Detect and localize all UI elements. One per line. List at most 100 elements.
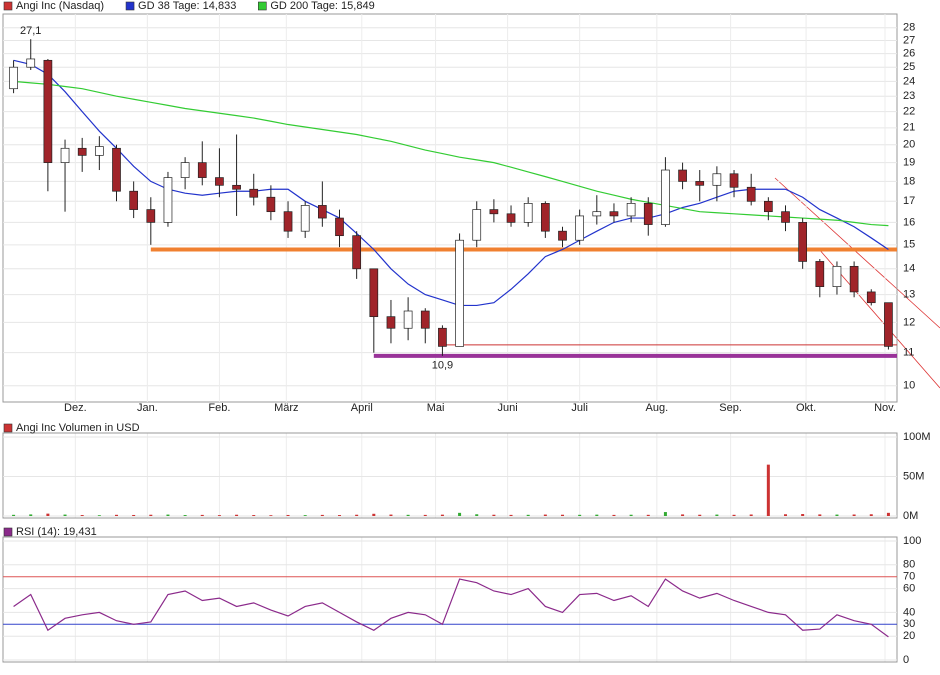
- volume-bar: [886, 512, 890, 516]
- candle-body: [94, 146, 104, 156]
- panel-frame: [2, 536, 898, 663]
- candle-body: [678, 169, 687, 182]
- x-tick-label: Sep.: [719, 402, 742, 414]
- y-tick-label: 0: [903, 654, 909, 666]
- volume-bar: [458, 512, 462, 516]
- legend-swatch: [3, 1, 13, 11]
- candle-body: [472, 209, 482, 241]
- candle-body: [832, 265, 842, 287]
- y-tick-label: 24: [903, 75, 915, 87]
- candle-body: [763, 200, 773, 213]
- legend-swatch: [3, 527, 13, 537]
- candle-body: [884, 302, 893, 347]
- candle-body: [592, 211, 602, 217]
- volume-bar: [784, 514, 787, 516]
- candle-body: [300, 205, 310, 232]
- volume-bar: [766, 464, 770, 516]
- y-tick-label: 13: [903, 288, 915, 300]
- y-tick-label: 0M: [903, 510, 918, 522]
- y-tick-label: 17: [903, 195, 915, 207]
- volume-bar: [235, 514, 239, 516]
- candle-body: [146, 209, 156, 223]
- x-tick-label: Nov.: [874, 402, 896, 414]
- volume-bar: [681, 514, 685, 516]
- panel-frame: [2, 432, 898, 519]
- candle-body: [849, 265, 859, 293]
- volume-bar: [46, 513, 50, 516]
- volume-bar: [372, 513, 376, 516]
- volume-bar: [166, 514, 170, 516]
- volume-bar: [80, 515, 84, 516]
- candle-body: [112, 147, 121, 192]
- y-tick-label: 25: [903, 61, 915, 73]
- volume-bar: [801, 514, 805, 516]
- x-tick-label: Dez.: [64, 402, 87, 414]
- x-tick-label: Aug.: [646, 402, 669, 414]
- volume-bar: [646, 514, 650, 516]
- x-tick-label: April: [351, 402, 373, 414]
- y-tick-label: 14: [903, 263, 915, 275]
- candle-body: [575, 215, 585, 241]
- volume-bar: [423, 514, 427, 516]
- volume-bar: [29, 514, 33, 516]
- volume-bar: [115, 514, 118, 516]
- candle-body: [506, 213, 516, 223]
- candle-body: [609, 211, 619, 217]
- volume-bar: [732, 514, 736, 516]
- volume-bar: [149, 514, 153, 516]
- candle-body: [746, 186, 756, 202]
- volume-bar: [286, 514, 290, 516]
- volume-bar: [200, 514, 204, 516]
- candle-body: [558, 230, 567, 241]
- line-series: [13, 59, 889, 307]
- y-tick-label: 20: [903, 630, 915, 642]
- candle-body: [438, 327, 447, 347]
- volume-bar: [475, 514, 479, 516]
- level-label: 30: [903, 618, 915, 630]
- y-tick-label: 80: [903, 559, 915, 571]
- candle-body: [335, 217, 344, 237]
- volume-bar: [612, 514, 616, 516]
- line-series: [13, 80, 889, 227]
- candle-body: [129, 190, 139, 210]
- level-label: 70: [903, 571, 915, 583]
- volume-bar: [320, 514, 324, 516]
- legend-label: RSI (14): 19,431: [16, 526, 97, 538]
- y-tick-label: 100: [903, 535, 921, 547]
- volume-bar: [818, 514, 822, 516]
- volume-bar: [63, 514, 67, 516]
- candle-body: [815, 261, 825, 287]
- x-tick-label: Feb.: [208, 402, 230, 414]
- candle-body: [197, 162, 207, 178]
- x-tick-label: Okt.: [796, 402, 816, 414]
- candle-body: [26, 58, 36, 68]
- volume-bar: [561, 514, 564, 516]
- candle-body: [523, 203, 533, 223]
- candle-body: [317, 205, 327, 219]
- candle-body: [455, 239, 464, 347]
- legend-swatch: [3, 423, 13, 433]
- legend-label: Angi Inc Volumen in USD: [16, 422, 140, 434]
- volume-bar: [543, 514, 547, 516]
- y-tick-label: 16: [903, 216, 915, 228]
- candle-body: [866, 291, 876, 304]
- y-tick-label: 28: [903, 22, 915, 34]
- candle-body: [712, 173, 722, 186]
- y-tick-label: 26: [903, 47, 915, 59]
- candle-body: [661, 169, 670, 225]
- volume-bar: [663, 512, 667, 516]
- volume-bar: [629, 514, 633, 516]
- trend-channel-upper: [774, 177, 940, 329]
- line-series: [13, 578, 889, 638]
- y-tick-label: 20: [903, 139, 915, 151]
- candle-body: [9, 66, 18, 90]
- y-tick-label: 10: [903, 380, 915, 392]
- legend-label: GD 38 Tage: 14,833: [138, 0, 236, 12]
- y-tick-label: 12: [903, 316, 915, 328]
- volume-bar: [406, 514, 410, 516]
- annotation: 27,1: [20, 25, 41, 37]
- legend-label: GD 200 Tage: 15,849: [270, 0, 374, 12]
- candle-body: [643, 203, 653, 225]
